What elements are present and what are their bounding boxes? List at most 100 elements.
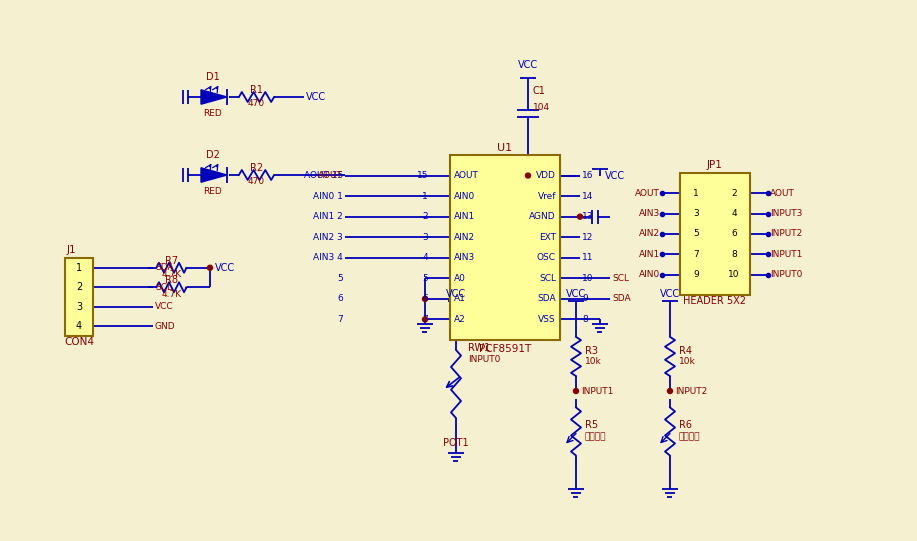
Text: INPUT1: INPUT1 (770, 250, 802, 259)
Text: 470: 470 (248, 177, 265, 187)
Text: R2: R2 (250, 163, 263, 173)
Bar (450, 155, 560, 340)
Text: HEADER 5X2: HEADER 5X2 (683, 296, 746, 306)
Text: VCC: VCC (660, 289, 680, 299)
Text: SCL: SCL (612, 274, 629, 283)
Text: AIN2: AIN2 (639, 229, 660, 239)
Text: INPUT3: INPUT3 (770, 209, 802, 218)
Text: C1: C1 (533, 86, 546, 96)
Text: 3: 3 (693, 209, 699, 218)
Text: 8: 8 (582, 315, 588, 324)
Circle shape (525, 173, 531, 178)
Text: Vref: Vref (537, 192, 556, 201)
Text: VCC: VCC (306, 92, 326, 102)
Text: RW1: RW1 (468, 343, 491, 353)
Text: D2: D2 (206, 150, 220, 160)
Text: J1: J1 (67, 245, 77, 255)
Polygon shape (201, 90, 227, 104)
Circle shape (207, 265, 213, 270)
Text: R6: R6 (679, 420, 692, 431)
Text: CON4: CON4 (64, 337, 94, 347)
Text: 11: 11 (582, 253, 593, 262)
Text: 2: 2 (423, 212, 428, 221)
Text: AIN3 4: AIN3 4 (314, 253, 343, 262)
Text: AIN0 1: AIN0 1 (313, 192, 343, 201)
Text: 3: 3 (76, 302, 82, 312)
Text: VCC: VCC (215, 263, 235, 273)
Text: AIN1 2: AIN1 2 (314, 212, 343, 221)
Text: 6: 6 (337, 294, 343, 304)
Text: INPUT1: INPUT1 (581, 386, 613, 395)
Text: U1: U1 (497, 143, 513, 153)
Text: 7: 7 (693, 250, 699, 259)
Text: 1: 1 (693, 189, 699, 198)
Circle shape (668, 388, 672, 393)
Text: VCC: VCC (155, 302, 173, 311)
Text: AIN0: AIN0 (639, 270, 660, 279)
Text: AIN1: AIN1 (639, 250, 660, 259)
Text: 5: 5 (337, 274, 343, 283)
Text: AOUT: AOUT (318, 170, 343, 180)
Text: 7: 7 (422, 315, 428, 324)
Text: 104: 104 (533, 102, 550, 111)
Text: INPUT2: INPUT2 (770, 229, 802, 239)
Text: AOUT: AOUT (770, 189, 795, 198)
Bar (680, 173, 750, 295)
Text: 6: 6 (731, 229, 737, 239)
Text: R1: R1 (250, 85, 263, 95)
Text: 14: 14 (582, 192, 593, 201)
Text: 10k: 10k (585, 357, 602, 366)
Text: AIN0: AIN0 (454, 192, 475, 201)
Circle shape (423, 317, 427, 322)
Text: 5: 5 (693, 229, 699, 239)
Text: POT1: POT1 (443, 438, 469, 448)
Text: PCF8591T: PCF8591T (479, 344, 531, 354)
Text: JP1: JP1 (707, 160, 723, 170)
Text: 7: 7 (337, 315, 343, 324)
Text: 13: 13 (582, 212, 593, 221)
Text: R7: R7 (165, 256, 178, 266)
Text: AIN2 3: AIN2 3 (314, 233, 343, 242)
Text: EXT: EXT (539, 233, 556, 242)
Text: AGND: AGND (529, 212, 556, 221)
Text: AOUT 15: AOUT 15 (304, 171, 343, 180)
Text: 光敏电阵: 光敏电阵 (585, 432, 606, 441)
Text: R8: R8 (165, 275, 178, 285)
Text: AOUT: AOUT (635, 189, 660, 198)
Text: 10: 10 (582, 274, 593, 283)
Text: RED: RED (204, 187, 223, 195)
Circle shape (573, 388, 579, 393)
Text: 4.7K: 4.7K (161, 290, 182, 299)
Text: OSC: OSC (537, 253, 556, 262)
Text: 470: 470 (248, 100, 265, 109)
Text: 9: 9 (693, 270, 699, 279)
Text: INPUT0: INPUT0 (468, 355, 501, 365)
Text: RED: RED (204, 109, 223, 117)
Text: SCL: SCL (155, 283, 172, 292)
Text: SDA: SDA (612, 294, 631, 304)
Text: R3: R3 (585, 346, 598, 355)
Text: 1: 1 (422, 192, 428, 201)
Circle shape (423, 296, 427, 301)
Text: 9: 9 (582, 294, 588, 304)
Circle shape (578, 214, 582, 219)
Text: 3: 3 (422, 233, 428, 242)
Text: AIN2: AIN2 (454, 233, 475, 242)
Text: R4: R4 (679, 346, 692, 355)
Text: AOUT: AOUT (454, 171, 479, 180)
Text: SDA: SDA (155, 263, 173, 272)
Text: 4: 4 (423, 253, 428, 262)
Text: 1: 1 (76, 263, 82, 273)
Text: A0: A0 (454, 274, 466, 283)
Text: VCC: VCC (446, 289, 466, 299)
Text: 16: 16 (582, 171, 593, 180)
Text: 4: 4 (731, 209, 737, 218)
Text: 2: 2 (731, 189, 737, 198)
Text: 6: 6 (422, 294, 428, 304)
Text: 8: 8 (731, 250, 737, 259)
Text: 5: 5 (422, 274, 428, 283)
Bar (65, 258, 93, 336)
Text: 2: 2 (76, 282, 83, 292)
Text: 15: 15 (416, 171, 428, 180)
Text: VSS: VSS (538, 315, 556, 324)
